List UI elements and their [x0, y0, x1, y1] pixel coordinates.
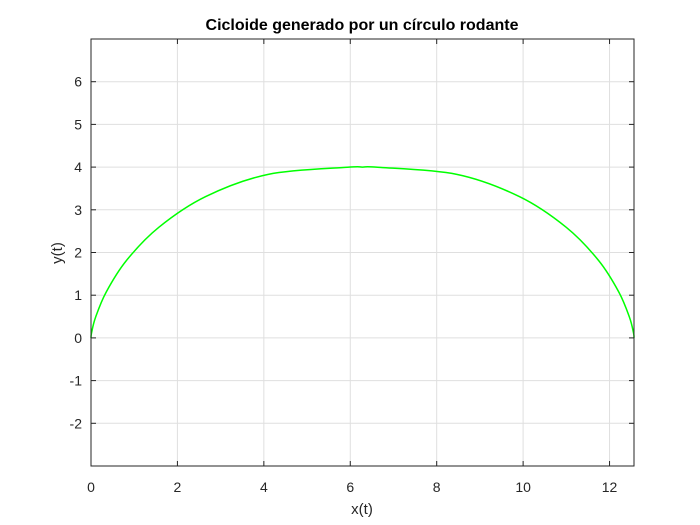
y-tick-label: -1	[70, 373, 83, 389]
x-tick-label: 0	[87, 479, 95, 495]
x-tick-label: 10	[515, 479, 531, 495]
x-tick-labels: 0 2 4 6 8 10 12	[87, 479, 617, 495]
y-tick-label: 4	[74, 159, 82, 175]
x-tick-label: 8	[433, 479, 441, 495]
x-tick-label: 2	[174, 479, 182, 495]
y-tick-labels: -2 -1 0 1 2 3 4 5 6	[70, 74, 83, 432]
y-tick-label: 6	[74, 74, 82, 90]
y-tick-label: -2	[70, 415, 83, 431]
chart-title: Cicloide generado por un círculo rodante	[206, 17, 519, 34]
x-tick-label: 12	[602, 479, 618, 495]
y-axis-label: y(t)	[49, 242, 66, 264]
x-tick-label: 4	[260, 479, 268, 495]
y-tick-label: 1	[74, 287, 82, 303]
x-tick-label: 6	[346, 479, 354, 495]
y-tick-label: 2	[74, 245, 82, 261]
cycloid-line	[90, 165, 635, 338]
x-axis-label: x(t)	[351, 501, 373, 518]
y-tick-label: 3	[74, 202, 82, 218]
y-tick-label: 0	[74, 330, 82, 346]
series-group	[90, 165, 635, 338]
axis-ticks	[90, 39, 634, 466]
y-tick-label: 5	[74, 116, 82, 132]
grid-lines	[90, 39, 634, 466]
